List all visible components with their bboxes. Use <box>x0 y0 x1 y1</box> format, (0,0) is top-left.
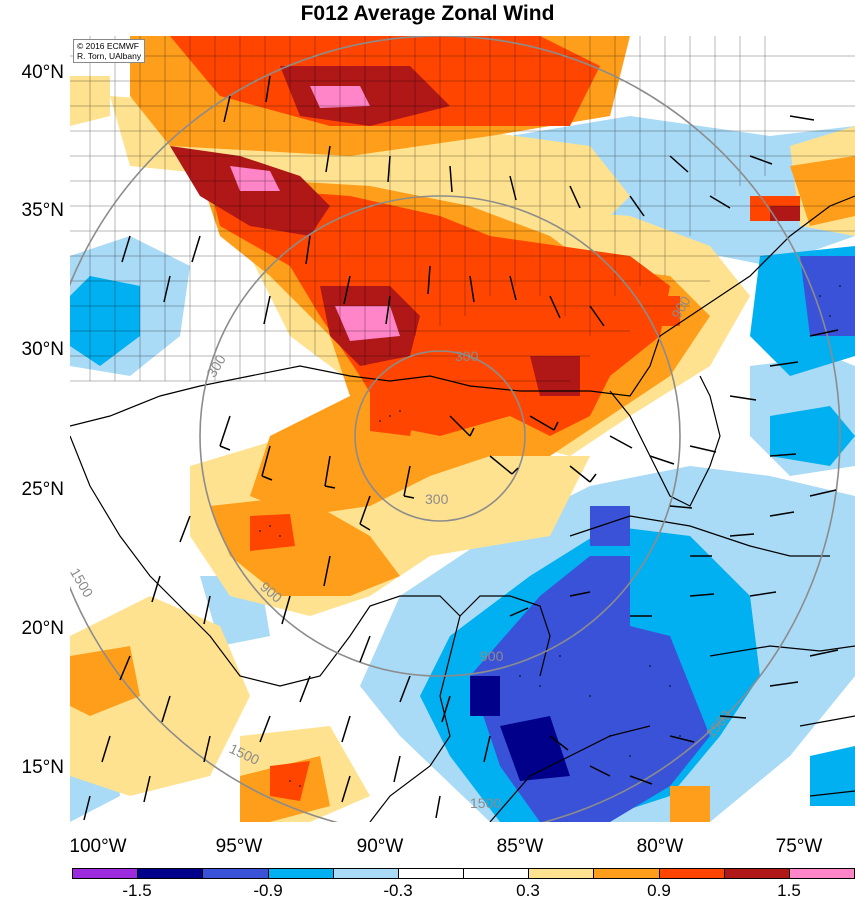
ring-label: 300 <box>425 491 449 507</box>
colorbar-label: -0.3 <box>383 881 413 900</box>
colorbar-swatch <box>73 869 139 878</box>
positive-dark-region <box>770 206 800 221</box>
negative-mid-region <box>770 406 855 466</box>
ring-label: 900 <box>480 648 504 664</box>
colorbar-swatch <box>333 869 399 878</box>
positive-max-region <box>230 166 280 191</box>
colorbar-swatch <box>203 869 269 878</box>
lon-label: 80°W <box>636 836 684 857</box>
positive-dark-region <box>530 356 580 396</box>
wind-barbs <box>83 75 839 821</box>
colorbar-swatch <box>138 869 204 878</box>
colorbar-swatch <box>464 869 530 878</box>
coastlines <box>70 195 855 822</box>
colorbar-swatch <box>398 869 465 878</box>
colorbar-label: 0.9 <box>647 881 671 900</box>
colorbar-swatch <box>529 869 595 878</box>
colorbar-swatch <box>268 869 334 878</box>
negative-light-region <box>510 116 855 266</box>
colorbar-label: 0.3 <box>516 881 540 900</box>
credit-line: R. Torn, UAlbany <box>77 51 142 61</box>
ring-label: 1500 <box>470 795 501 811</box>
negative-strong-region <box>590 506 630 546</box>
lat-label: 35°N <box>21 200 64 221</box>
map-title: F012 Average Zonal Wind <box>300 2 555 25</box>
colorbar-label: -1.5 <box>122 881 152 900</box>
positive-light-region <box>70 596 250 796</box>
negative-strong-region <box>800 256 855 336</box>
colorbar-swatch <box>789 869 855 878</box>
lon-label: 90°W <box>356 836 404 857</box>
credit-box: © 2016 ECMWF R. Torn, UAlbany <box>73 39 146 63</box>
range-ring-900 <box>199 195 681 677</box>
lon-label: 100°W <box>69 836 127 857</box>
range-rings <box>70 36 841 822</box>
lat-label: 40°N <box>21 62 64 83</box>
lat-label: 25°N <box>21 479 64 500</box>
negative-mid-region <box>70 276 140 366</box>
ring-label: 300 <box>455 348 479 364</box>
range-ring-1500 <box>70 36 841 822</box>
colorbar-swatch <box>659 869 725 878</box>
colorbar-swatch <box>594 869 660 878</box>
lat-label: 30°N <box>21 339 64 360</box>
colorbar <box>72 868 855 879</box>
lon-label: 95°W <box>215 836 263 857</box>
colorbar-label: 1.5 <box>777 881 801 900</box>
positive-strong-region <box>250 514 295 551</box>
colorbar-swatch <box>724 869 790 878</box>
lon-label: 85°W <box>496 836 544 857</box>
lat-label: 15°N <box>21 757 64 778</box>
colorbar-label: -0.9 <box>253 881 283 900</box>
stipple <box>259 285 841 787</box>
positive-strong-region <box>370 386 420 436</box>
range-ring-300 <box>354 350 526 522</box>
credit-line: © 2016 ECMWF <box>77 41 139 51</box>
positive-mid-region <box>790 156 855 226</box>
negative-mid-region <box>810 746 855 806</box>
lat-label: 20°N <box>21 618 64 639</box>
positive-mid-region <box>670 786 710 822</box>
positive-strong-region <box>645 296 680 326</box>
county-grid <box>70 36 855 382</box>
lon-label: 75°W <box>775 836 823 857</box>
map-canvas: 300 300 300 900 900 900 1500 1500 1500 1… <box>70 36 855 822</box>
negative-dark-region <box>470 676 500 716</box>
positive-mid-region <box>70 646 140 716</box>
map-panel: 300 300 300 900 900 900 1500 1500 1500 1… <box>70 36 855 822</box>
positive-max-region <box>335 306 400 341</box>
ring-label: 1500 <box>70 565 97 600</box>
